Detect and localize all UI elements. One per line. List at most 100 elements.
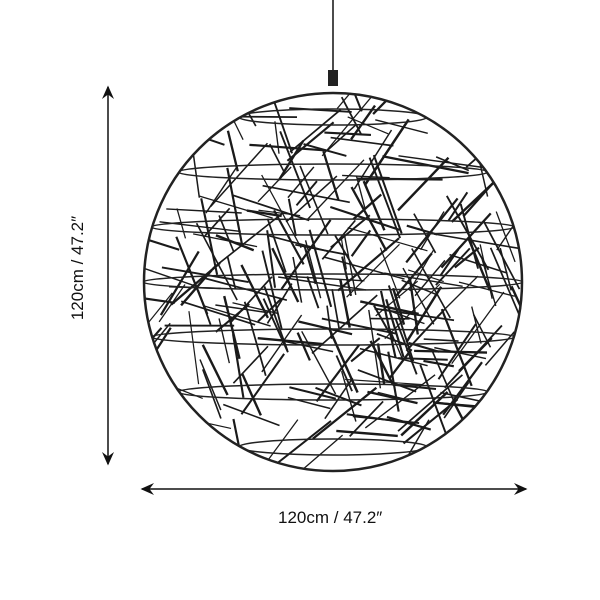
- wire-segment: [257, 336, 323, 346]
- wire-segment: [143, 256, 197, 287]
- wire-segment: [223, 403, 280, 427]
- wire-segment: [347, 227, 428, 252]
- wire-segment: [315, 386, 362, 407]
- wire-segment: [249, 143, 326, 152]
- wire-segment: [355, 175, 366, 210]
- wire-segment: [180, 300, 256, 326]
- wire-segment: [266, 218, 287, 273]
- wire-segment: [340, 370, 357, 422]
- wire-segment: [285, 275, 365, 282]
- wire-segment: [311, 294, 378, 355]
- wire-segment: [263, 286, 289, 351]
- wire-segment: [350, 104, 376, 140]
- wire-segment: [322, 150, 340, 201]
- wire-segment: [280, 219, 332, 290]
- wire-segment: [269, 143, 285, 172]
- wire-segment: [481, 259, 497, 307]
- wire-segment: [324, 377, 354, 420]
- wire-segment: [241, 373, 262, 416]
- wire-segment: [496, 224, 515, 251]
- wire-segment: [290, 434, 344, 472]
- wire-segment: [240, 264, 269, 319]
- wire-segment: [387, 351, 400, 412]
- wire-segment: [199, 195, 273, 219]
- wire-segment: [465, 131, 507, 168]
- wire-segment: [278, 276, 367, 291]
- wire-segment: [210, 142, 269, 207]
- wire-segment: [257, 166, 292, 203]
- wire-segment: [402, 267, 435, 325]
- wire-segment: [384, 272, 463, 287]
- wire-segment: [296, 332, 311, 361]
- wire-segment: [435, 247, 471, 286]
- wire-segment: [223, 295, 241, 360]
- wire-segment: [201, 369, 222, 419]
- wire-segment: [285, 175, 338, 223]
- wire-segment: [510, 285, 523, 348]
- wire-sphere-lamp: [143, 92, 523, 472]
- wire-segment: [274, 121, 280, 154]
- wire-segment: [414, 259, 446, 297]
- wire-segment: [243, 301, 267, 376]
- wire-segment: [376, 333, 410, 347]
- wire-segment: [240, 353, 285, 415]
- wire-segment: [398, 357, 448, 361]
- wire-segment: [433, 233, 519, 250]
- wire-segment: [482, 220, 521, 290]
- wire-segment: [398, 155, 483, 169]
- wire-segment: [335, 355, 353, 392]
- wire-segment: [232, 333, 245, 399]
- wire-segment: [423, 338, 459, 342]
- ceiling-cap: [328, 70, 338, 86]
- wire-segment: [364, 118, 410, 186]
- wire-segment: [315, 344, 360, 403]
- wire-segment: [261, 314, 303, 373]
- wire-ring: [238, 438, 428, 456]
- wire-segment: [411, 248, 451, 319]
- wire-segment: [437, 323, 477, 380]
- wire-segment: [306, 159, 365, 221]
- wire-segment: [202, 304, 271, 327]
- wire-segment: [143, 294, 176, 304]
- wire-segment: [226, 130, 239, 172]
- wire-segment: [289, 108, 342, 153]
- wire-segment: [471, 306, 482, 344]
- wire-segment: [495, 211, 516, 263]
- wire-segment: [350, 337, 381, 363]
- wire-segment: [170, 261, 221, 306]
- wire-segment: [364, 374, 436, 429]
- wire-segment: [454, 246, 480, 269]
- wire-segment: [232, 302, 279, 315]
- wire-segment: [444, 324, 503, 389]
- wire-segment: [394, 318, 418, 375]
- wire-segment: [347, 116, 389, 135]
- wire-segment: [159, 250, 200, 316]
- wire-segment: [349, 400, 384, 437]
- wire-segment: [414, 349, 488, 354]
- wire-segment: [327, 123, 357, 151]
- wire-segment: [188, 311, 200, 385]
- wire-segment: [195, 222, 238, 301]
- wire-segment: [321, 317, 397, 335]
- wire-segment: [382, 155, 469, 175]
- wire-segment: [484, 331, 515, 366]
- wire-segment: [447, 191, 469, 222]
- sphere-outline: [142, 91, 524, 473]
- wire-segment: [188, 125, 201, 198]
- wire-segment: [262, 184, 350, 204]
- wire-segment: [289, 386, 337, 400]
- wire-segment: [324, 256, 405, 280]
- wire-segment: [268, 234, 330, 253]
- height-dimension-label: 120cm / 47.2″: [68, 215, 87, 321]
- wire-segment: [215, 304, 268, 314]
- wire-segment: [232, 345, 269, 384]
- wire-segment: [397, 374, 464, 432]
- wire-segment: [379, 290, 397, 359]
- wire-segment: [375, 280, 419, 317]
- wire-segment: [407, 269, 444, 283]
- wire-segment: [372, 154, 403, 234]
- wire-segment: [430, 348, 456, 405]
- wire-segment: [374, 307, 455, 322]
- wire-segment: [372, 92, 418, 115]
